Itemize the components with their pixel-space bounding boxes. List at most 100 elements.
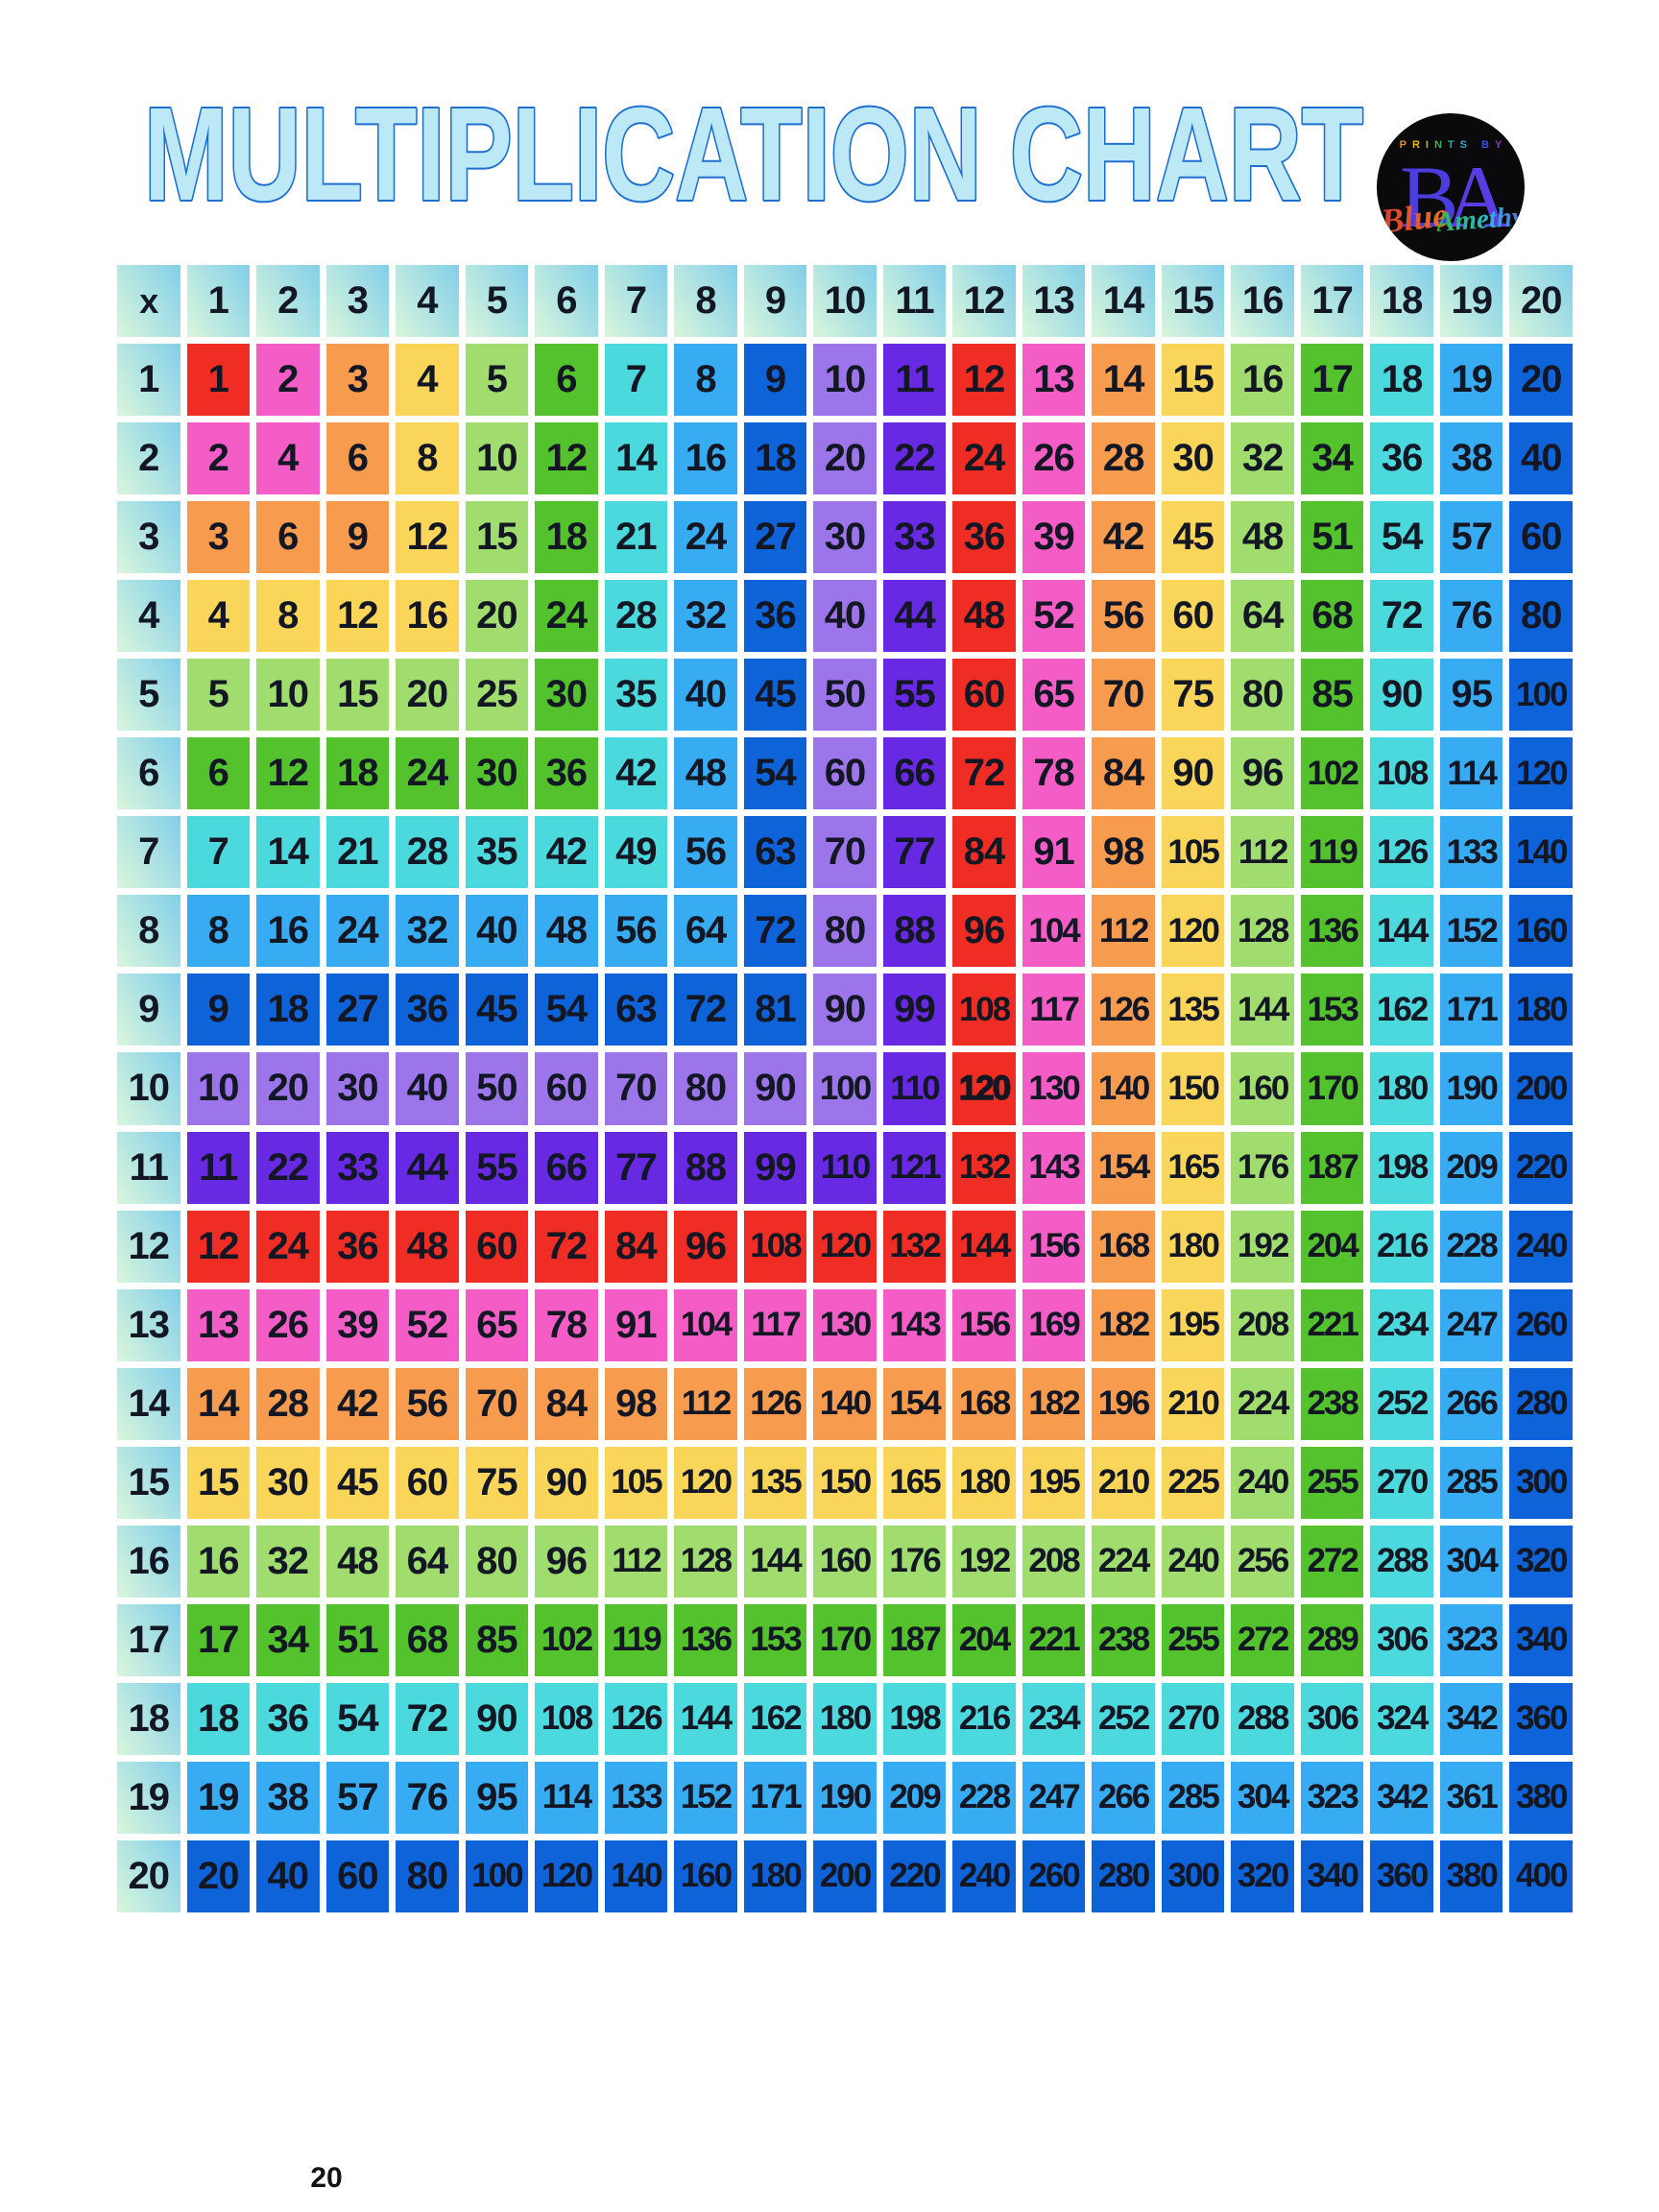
table-cell: 63 [743,816,807,889]
multiplication-table: x 1 2 3 4 5 6 7 8 9 10 11 12 13 14 15 16 17 18 19 20 1 1 2 3 4 5 6 7… [117,265,1573,1912]
table-cell: 160 [1231,1052,1294,1125]
table-cell: 16 [256,895,320,968]
table-cell: 78 [1022,737,1086,810]
table-cell: 32 [256,1525,320,1598]
table-cell: 80 [396,1839,459,1912]
table-cell: 48 [396,1210,459,1283]
table-cell: 288 [1231,1682,1294,1755]
table-cell: 171 [1439,974,1503,1046]
table-cell: 204 [1300,1210,1364,1283]
table-cell: 136 [1300,895,1364,968]
table-cell: 19 [186,1761,251,1834]
table-cell: 4 [256,422,320,495]
table-cell: 48 [325,1525,390,1598]
table-cell: 20 [186,1839,251,1912]
table-cell: 340 [1509,1603,1573,1676]
table-cell: 4 [186,580,251,653]
table-cell: 252 [1092,1682,1155,1755]
table-cell: 210 [1161,1367,1225,1440]
table-cell: 38 [256,1761,320,1834]
table-cell: 280 [1092,1839,1155,1912]
table-cell: 12 [186,1210,251,1283]
table-cell: 190 [1439,1052,1503,1125]
table-cell: 66 [882,737,947,810]
table-cell: 24 [674,501,737,574]
row-header: 14 [117,1367,180,1440]
table-cell: 285 [1439,1446,1503,1519]
table-cell: 72 [952,737,1016,810]
table-cell: 88 [882,895,947,968]
table-cell: 204 [952,1603,1016,1676]
table-cell: 44 [396,1131,459,1204]
table-cell: 77 [882,816,947,889]
table-cell: 91 [1022,816,1086,889]
table-cell: 18 [325,737,390,810]
table-cell: 72 [535,1210,598,1283]
table-cell: 180 [1370,1052,1433,1125]
table-cell: 154 [1092,1131,1155,1204]
table-cell: 15 [1161,344,1225,417]
table-cell: 234 [1022,1682,1086,1755]
table-cell: 120 [1161,895,1225,968]
table-cell: 13 [186,1288,251,1361]
table-cell: 12 [952,344,1016,417]
table-cell: 169 [1022,1288,1086,1361]
table-cell: 78 [535,1288,598,1361]
table-cell: 238 [1092,1603,1155,1676]
table-cell: 152 [674,1761,737,1834]
table-cell: 140 [1509,816,1573,889]
table-cell: 8 [396,422,459,495]
table-cell: 60 [1509,501,1573,574]
table-cell: 27 [325,974,390,1046]
table-cell: 20 [813,422,877,495]
table-cell: 18 [186,1682,251,1755]
table-cell: 240 [1161,1525,1225,1598]
table-cell: 247 [1022,1761,1086,1834]
row-header: 8 [117,895,180,968]
table-cell: 360 [1509,1682,1573,1755]
table-cell: 28 [604,580,668,653]
table-cell: 28 [256,1367,320,1440]
table-cell: 34 [1300,422,1364,495]
table-cell: 8 [256,580,320,653]
table-cell: 144 [1370,895,1433,968]
table-cell: 224 [1231,1367,1294,1440]
table-cell: 91 [604,1288,668,1361]
logo-monogram: B A [1377,132,1525,261]
table-cell: 165 [882,1446,947,1519]
table-cell: 20 [465,580,529,653]
table-cell: 112 [604,1525,668,1598]
logo-script-text: Blue Amethyst [1377,195,1525,246]
table-cell: 24 [256,1210,320,1283]
table-cell: 110 [813,1131,877,1204]
col-header: 9 [743,265,807,338]
table-cell: 24 [535,580,598,653]
table-cell: 57 [325,1761,390,1834]
row-header: 2 [117,422,180,495]
table-cell: 200 [1509,1052,1573,1125]
col-header: 12 [952,265,1016,338]
table-cell: 234 [1370,1288,1433,1361]
table-cell: 216 [1370,1210,1433,1283]
table-cell: 221 [1022,1603,1086,1676]
table-cell: 75 [465,1446,529,1519]
table-cell: 95 [1439,659,1503,732]
table-cell: 272 [1231,1603,1294,1676]
table-cell: 80 [813,895,877,968]
table-cell: 108 [535,1682,598,1755]
table-cell: 42 [325,1367,390,1440]
table-cell: 144 [1231,974,1294,1046]
table-cell: 15 [186,1446,251,1519]
table-cell: 4 [396,344,459,417]
table-cell: 70 [465,1367,529,1440]
table-cell: 60 [396,1446,459,1519]
table-cell: 195 [1022,1446,1086,1519]
table-cell: 12 [256,737,320,810]
table-cell: 144 [674,1682,737,1755]
table-cell: 126 [1370,816,1433,889]
table-cell: 30 [1161,422,1225,495]
table-cell: 35 [604,659,668,732]
table-cell: 100 [1509,659,1573,732]
table-cell: 280 [1509,1367,1573,1440]
table-cell: 108 [743,1210,807,1283]
